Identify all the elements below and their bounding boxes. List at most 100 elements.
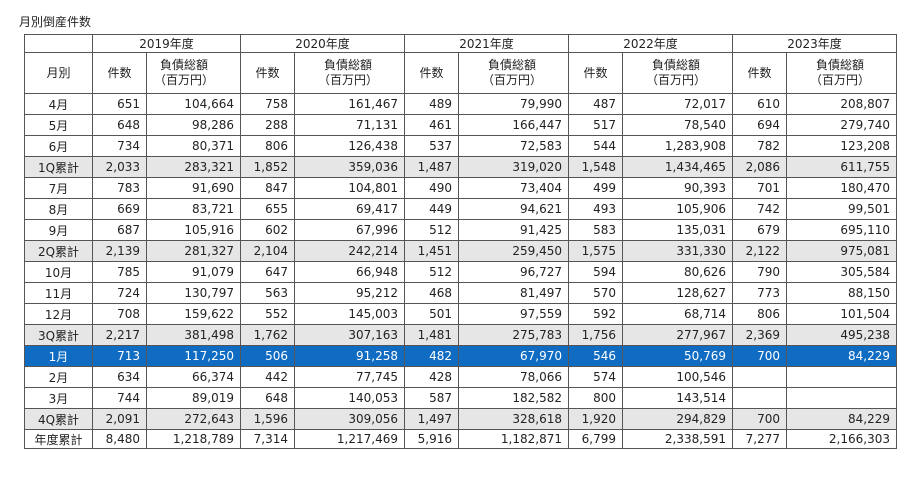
amount-header-line2: （百万円） — [809, 73, 870, 87]
count-cell: 1,575 — [568, 240, 623, 262]
amount-cell: 975,081 — [786, 240, 897, 262]
amount-header-line1: 負債総額 — [487, 58, 536, 72]
count-cell: 512 — [404, 219, 459, 241]
table-row: 5月 648 98,286 288 71,131 461 166,447 517 78,540 6… — [24, 114, 897, 136]
count-cell: 783 — [92, 177, 147, 199]
count-cell: 744 — [92, 387, 147, 409]
amount-cell: 2,166,303 — [786, 429, 897, 449]
amount-cell: 77,745 — [294, 366, 405, 388]
count-cell: 634 — [92, 366, 147, 388]
count-cell: 594 — [568, 261, 623, 283]
page-title: 月別倒産件数 — [19, 15, 92, 29]
count-cell: 449 — [404, 198, 459, 220]
amount-cell: 1,218,789 — [146, 429, 241, 449]
amount-cell: 78,066 — [458, 366, 569, 388]
count-cell: 1,756 — [568, 324, 623, 346]
count-cell: 790 — [732, 261, 787, 283]
count-cell: 8,480 — [92, 429, 147, 449]
count-cell: 651 — [92, 93, 147, 115]
amount-cell: 104,801 — [294, 177, 405, 199]
amount-cell: 130,797 — [146, 282, 241, 304]
amount-cell: 72,583 — [458, 135, 569, 157]
count-cell: 482 — [404, 345, 459, 367]
count-cell: 7,314 — [240, 429, 295, 449]
amount-cell: 294,829 — [622, 408, 733, 430]
amount-cell: 611,755 — [786, 156, 897, 178]
amount-cell: 242,214 — [294, 240, 405, 262]
amount-cell: 80,626 — [622, 261, 733, 283]
amount-cell: 97,559 — [458, 303, 569, 325]
table-row: 9月 687 105,916 602 67,996 512 91,425 583 135,031… — [24, 219, 897, 241]
count-cell: 2,139 — [92, 240, 147, 262]
amount-cell: 66,948 — [294, 261, 405, 283]
row-label: 1月 — [24, 345, 93, 367]
count-cell: 288 — [240, 114, 295, 136]
year-header-row: 2019年度 2020年度 2021年度 2022年度 2023年度 — [24, 34, 897, 53]
amount-header-line1: 負債総額 — [323, 58, 372, 72]
amount-cell: 143,514 — [622, 387, 733, 409]
amount-cell: 695,110 — [786, 219, 897, 241]
count-cell: 7,277 — [732, 429, 787, 449]
amount-cell: 79,990 — [458, 93, 569, 115]
amount-cell — [786, 366, 897, 388]
count-cell: 1,548 — [568, 156, 623, 178]
count-cell — [732, 366, 787, 388]
amount-column-header: 負債総額 （百万円） — [786, 52, 897, 94]
count-cell: 1,481 — [404, 324, 459, 346]
amount-cell: 68,714 — [622, 303, 733, 325]
count-cell: 592 — [568, 303, 623, 325]
count-cell: 517 — [568, 114, 623, 136]
table-row: 6月 734 80,371 806 126,438 537 72,583 544 1,283,9… — [24, 135, 897, 157]
amount-cell: 2,338,591 — [622, 429, 733, 449]
amount-cell: 80,371 — [146, 135, 241, 157]
count-cell: 2,104 — [240, 240, 295, 262]
amount-column-header: 負債総額 （百万円） — [622, 52, 733, 94]
amount-column-header: 負債総額 （百万円） — [294, 52, 405, 94]
amount-cell: 91,258 — [294, 345, 405, 367]
amount-header-line2: （百万円） — [481, 73, 542, 87]
count-cell: 428 — [404, 366, 459, 388]
count-cell: 1,487 — [404, 156, 459, 178]
row-label: 6月 — [24, 135, 93, 157]
amount-cell: 98,286 — [146, 114, 241, 136]
count-cell: 800 — [568, 387, 623, 409]
table-row: 1月 713 117,250 506 91,258 482 67,970 546 50,769 7… — [24, 345, 897, 367]
amount-cell: 126,438 — [294, 135, 405, 157]
amount-cell: 84,229 — [786, 345, 897, 367]
amount-cell: 145,003 — [294, 303, 405, 325]
amount-cell: 67,970 — [458, 345, 569, 367]
amount-cell: 99,501 — [786, 198, 897, 220]
count-cell: 546 — [568, 345, 623, 367]
count-cell: 587 — [404, 387, 459, 409]
table-row: 10月 785 91,079 647 66,948 512 96,727 594 80,626 7… — [24, 261, 897, 283]
count-cell: 701 — [732, 177, 787, 199]
amount-header-label: 負債総額 （百万円） — [154, 58, 214, 88]
count-cell: 1,497 — [404, 408, 459, 430]
amount-cell: 180,470 — [786, 177, 897, 199]
row-label: 4Q累計 — [24, 408, 93, 430]
amount-cell: 208,807 — [786, 93, 897, 115]
count-cell: 6,799 — [568, 429, 623, 449]
year-header: 2022年度 — [568, 34, 733, 53]
amount-cell: 277,967 — [622, 324, 733, 346]
count-cell: 574 — [568, 366, 623, 388]
count-cell: 506 — [240, 345, 295, 367]
count-cell: 493 — [568, 198, 623, 220]
count-cell: 647 — [240, 261, 295, 283]
table-row: 8月 669 83,721 655 69,417 449 94,621 493 105,906 7… — [24, 198, 897, 220]
count-cell: 487 — [568, 93, 623, 115]
bankruptcy-table: 2019年度 2020年度 2021年度 2022年度 2023年度 月別 件数… — [24, 34, 897, 449]
count-cell: 785 — [92, 261, 147, 283]
amount-cell: 104,664 — [146, 93, 241, 115]
amount-cell: 281,327 — [146, 240, 241, 262]
month-column-header: 月別 — [24, 52, 93, 94]
amount-cell: 279,740 — [786, 114, 897, 136]
count-cell — [732, 387, 787, 409]
row-label: 7月 — [24, 177, 93, 199]
amount-cell: 88,150 — [786, 282, 897, 304]
amount-cell: 83,721 — [146, 198, 241, 220]
count-cell: 806 — [732, 303, 787, 325]
count-cell: 544 — [568, 135, 623, 157]
count-cell: 782 — [732, 135, 787, 157]
amount-header-label: 負債総額 （百万円） — [482, 58, 542, 88]
